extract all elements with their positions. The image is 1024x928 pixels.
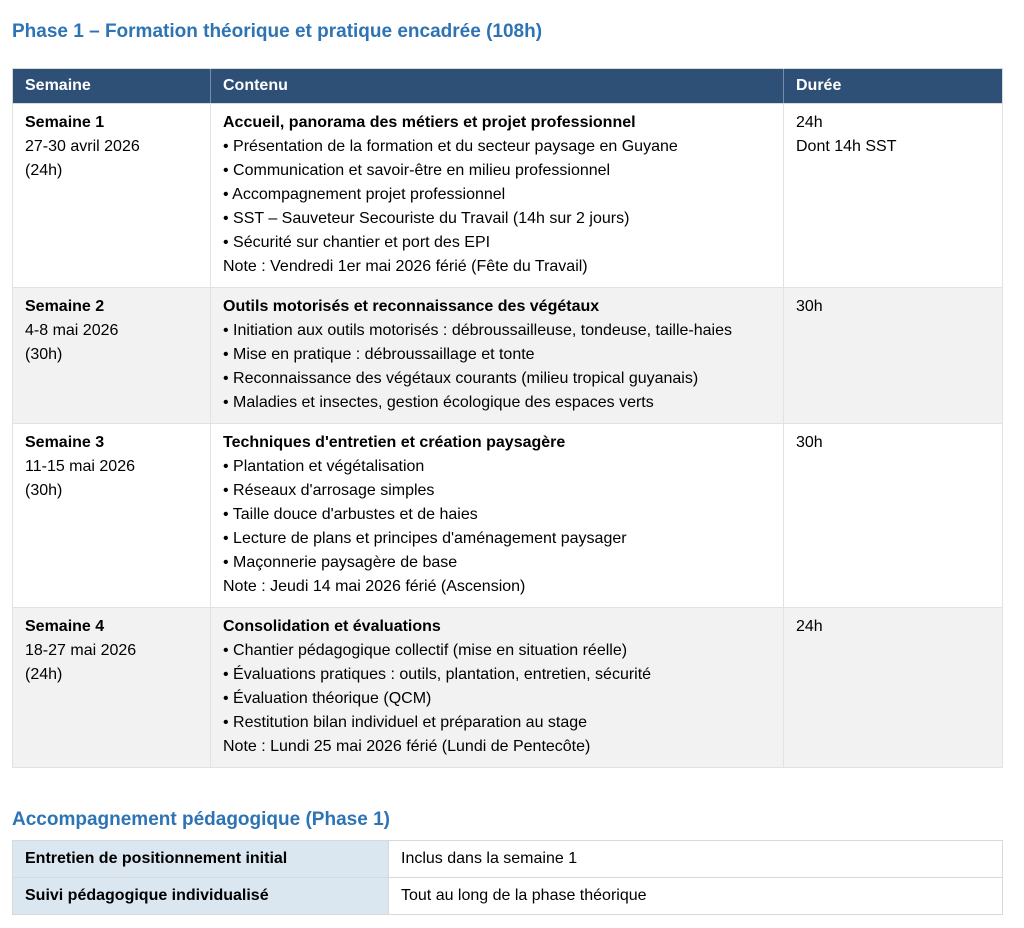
content-title: Accueil, panorama des métiers et projet … xyxy=(223,114,636,131)
week-label: Semaine 1 xyxy=(25,114,105,131)
section-title-accompagnement: Accompagnement pédagogique (Phase 1) xyxy=(12,809,390,830)
table-row: Semaine 1 27-30 avril 2026 (24h) Accueil… xyxy=(12,103,1003,288)
column-header-semaine: Semaine xyxy=(12,68,211,104)
duration-line: 30h xyxy=(796,434,823,451)
content-item: • Reconnaissance des végétaux courants (… xyxy=(223,370,699,387)
table-row: Suivi pédagogique individualisé Tout au … xyxy=(12,877,1003,915)
content-item: • SST – Sauveteur Secouriste du Travail … xyxy=(223,210,630,227)
column-header-duree: Durée xyxy=(783,68,1003,104)
support-label-cell: Entretien de positionnement initial xyxy=(12,840,389,878)
week-label: Semaine 4 xyxy=(25,618,105,635)
content-item: • Évaluations pratiques : outils, planta… xyxy=(223,666,652,683)
content-item: • Communication et savoir-être en milieu… xyxy=(223,162,611,179)
week-dates: 27-30 avril 2026 xyxy=(25,138,140,155)
content-cell: Consolidation et évaluations • Chantier … xyxy=(210,607,784,768)
content-item: • Présentation de la formation et du sec… xyxy=(223,138,678,155)
content-item: • Plantation et végétalisation xyxy=(223,458,425,475)
schedule-table: Semaine Contenu Durée Semaine 1 27-30 av… xyxy=(12,68,1003,768)
week-cell: Semaine 3 11-15 mai 2026 (30h) xyxy=(12,423,211,608)
table-row: Semaine 2 4-8 mai 2026 (30h) Outils moto… xyxy=(12,287,1003,424)
support-table: Entretien de positionnement initial Incl… xyxy=(12,840,1003,915)
content-item: • Lecture de plans et principes d'aménag… xyxy=(223,530,627,547)
content-item: • Évaluation théorique (QCM) xyxy=(223,690,432,707)
content-note: Note : Jeudi 14 mai 2026 férié (Ascensio… xyxy=(223,578,526,595)
content-cell: Accueil, panorama des métiers et projet … xyxy=(210,103,784,288)
week-hours: (24h) xyxy=(25,162,63,179)
content-item: • Mise en pratique : débroussaillage et … xyxy=(223,346,535,363)
week-label: Semaine 3 xyxy=(25,434,105,451)
content-cell: Techniques d'entretien et création paysa… xyxy=(210,423,784,608)
content-item: • Accompagnement projet professionnel xyxy=(223,186,506,203)
table-row: Semaine 3 11-15 mai 2026 (30h) Technique… xyxy=(12,423,1003,608)
week-hours: (24h) xyxy=(25,666,63,683)
week-dates: 4-8 mai 2026 xyxy=(25,322,119,339)
content-item: • Réseaux d'arrosage simples xyxy=(223,482,435,499)
duration-line: 30h xyxy=(796,298,823,315)
content-item: • Maçonnerie paysagère de base xyxy=(223,554,458,571)
content-item: • Maladies et insectes, gestion écologiq… xyxy=(223,394,654,411)
week-cell: Semaine 1 27-30 avril 2026 (24h) xyxy=(12,103,211,288)
week-hours: (30h) xyxy=(25,346,63,363)
content-item: • Taille douce d'arbustes et de haies xyxy=(223,506,478,523)
support-value-cell: Inclus dans la semaine 1 xyxy=(388,840,1003,878)
duration-cell: 24h xyxy=(783,607,1003,768)
week-dates: 11-15 mai 2026 xyxy=(25,458,135,475)
duration-line: Dont 14h SST xyxy=(796,138,897,155)
week-hours: (30h) xyxy=(25,482,63,499)
duration-line: 24h xyxy=(796,618,823,635)
section-title-phase1: Phase 1 – Formation théorique et pratiqu… xyxy=(12,21,543,42)
duration-cell: 24h Dont 14h SST xyxy=(783,103,1003,288)
header-row: Semaine Contenu Durée xyxy=(12,68,1003,104)
support-value-cell: Tout au long de la phase théorique xyxy=(388,877,1003,915)
content-note: Note : Lundi 25 mai 2026 férié (Lundi de… xyxy=(223,738,591,755)
duration-cell: 30h xyxy=(783,423,1003,608)
content-note: Note : Vendredi 1er mai 2026 férié (Fête… xyxy=(223,258,588,275)
content-item: • Restitution bilan individuel et prépar… xyxy=(223,714,588,731)
content-title: Outils motorisés et reconnaissance des v… xyxy=(223,298,600,315)
content-item: • Sécurité sur chantier et port des EPI xyxy=(223,234,491,251)
duration-line: 24h xyxy=(796,114,823,131)
support-label-cell: Suivi pédagogique individualisé xyxy=(12,877,389,915)
week-cell: Semaine 4 18-27 mai 2026 (24h) xyxy=(12,607,211,768)
week-dates: 18-27 mai 2026 xyxy=(25,642,137,659)
content-cell: Outils motorisés et reconnaissance des v… xyxy=(210,287,784,424)
table-row: Semaine 4 18-27 mai 2026 (24h) Consolida… xyxy=(12,607,1003,768)
content-title: Techniques d'entretien et création paysa… xyxy=(223,434,566,451)
column-header-contenu: Contenu xyxy=(210,68,784,104)
week-label: Semaine 2 xyxy=(25,298,105,315)
content-item: • Chantier pédagogique collectif (mise e… xyxy=(223,642,628,659)
content-item: • Initiation aux outils motorisés : débr… xyxy=(223,322,732,339)
week-cell: Semaine 2 4-8 mai 2026 (30h) xyxy=(12,287,211,424)
table-row: Entretien de positionnement initial Incl… xyxy=(12,840,1003,878)
duration-cell: 30h xyxy=(783,287,1003,424)
content-title: Consolidation et évaluations xyxy=(223,618,441,635)
